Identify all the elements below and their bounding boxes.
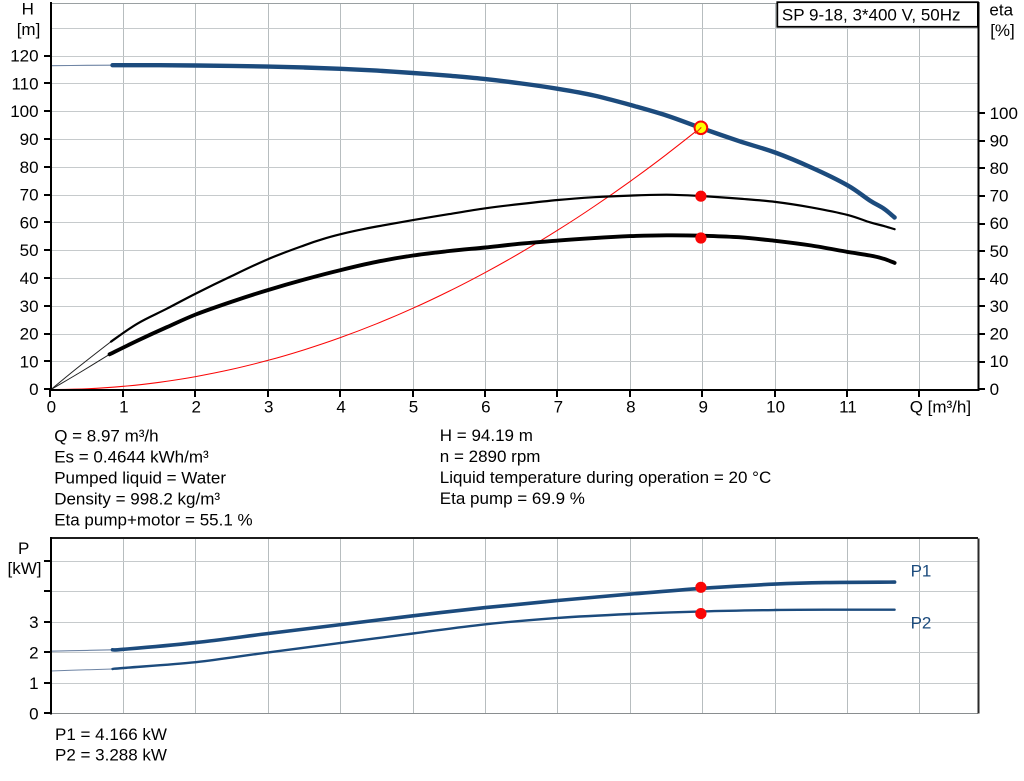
svg-text:P2: P2 xyxy=(911,613,932,632)
svg-text:P1 = 4.166 kW: P1 = 4.166 kW xyxy=(55,725,167,744)
svg-text:Density = 998.2 kg/m³: Density = 998.2 kg/m³ xyxy=(54,490,220,509)
svg-text:10: 10 xyxy=(990,352,1009,371)
svg-text:n = 2890 rpm: n = 2890 rpm xyxy=(440,447,541,466)
svg-text:Eta pump = 69.9 %: Eta pump = 69.9 % xyxy=(440,489,585,508)
svg-text:Pumped liquid = Water: Pumped liquid = Water xyxy=(54,469,226,488)
svg-text:0: 0 xyxy=(47,398,56,417)
svg-text:H: H xyxy=(22,0,34,19)
svg-text:4: 4 xyxy=(336,398,345,417)
svg-text:20: 20 xyxy=(20,325,39,344)
svg-text:Es = 0.4644 kWh/m³: Es = 0.4644 kWh/m³ xyxy=(54,447,209,466)
svg-text:110: 110 xyxy=(11,74,38,93)
svg-text:10: 10 xyxy=(20,352,39,371)
svg-text:90: 90 xyxy=(990,131,1009,150)
svg-text:eta: eta xyxy=(989,1,1013,20)
svg-text:Liquid temperature during oper: Liquid temperature during operation = 20… xyxy=(440,468,771,487)
svg-text:20: 20 xyxy=(990,325,1009,344)
svg-text:Q = 8.97 m³/h: Q = 8.97 m³/h xyxy=(54,426,158,445)
svg-text:3: 3 xyxy=(29,613,38,632)
svg-text:2: 2 xyxy=(29,643,38,662)
svg-text:[%]: [%] xyxy=(990,21,1015,40)
svg-text:60: 60 xyxy=(990,214,1009,233)
svg-text:100: 100 xyxy=(990,104,1018,123)
svg-text:80: 80 xyxy=(990,159,1009,178)
svg-text:P: P xyxy=(18,539,29,558)
svg-text:9: 9 xyxy=(698,398,707,417)
svg-text:7: 7 xyxy=(554,398,563,417)
svg-text:10: 10 xyxy=(766,398,785,417)
svg-text:120: 120 xyxy=(10,47,38,66)
svg-text:8: 8 xyxy=(626,398,635,417)
svg-text:SP 9-18, 3*400 V, 50Hz: SP 9-18, 3*400 V, 50Hz xyxy=(782,6,961,25)
svg-text:1: 1 xyxy=(29,674,38,693)
svg-text:80: 80 xyxy=(20,158,39,177)
svg-text:0: 0 xyxy=(29,380,38,399)
svg-text:[m]: [m] xyxy=(17,20,41,39)
svg-text:3: 3 xyxy=(264,398,273,417)
svg-text:2: 2 xyxy=(191,398,200,417)
svg-text:70: 70 xyxy=(20,186,39,205)
svg-text:50: 50 xyxy=(990,242,1009,261)
svg-text:40: 40 xyxy=(990,269,1009,288)
svg-text:5: 5 xyxy=(409,398,418,417)
svg-text:60: 60 xyxy=(20,213,39,232)
svg-text:H = 94.19 m: H = 94.19 m xyxy=(440,426,533,445)
svg-text:70: 70 xyxy=(990,187,1009,206)
svg-text:0: 0 xyxy=(990,380,999,399)
svg-text:6: 6 xyxy=(481,398,490,417)
svg-text:90: 90 xyxy=(20,130,39,149)
svg-text:30: 30 xyxy=(990,297,1009,316)
svg-text:1: 1 xyxy=(119,398,128,417)
svg-text:Q [m³/h]: Q [m³/h] xyxy=(910,398,971,417)
svg-text:50: 50 xyxy=(20,241,39,260)
svg-text:11: 11 xyxy=(839,398,857,417)
svg-text:P2 = 3.288 kW: P2 = 3.288 kW xyxy=(55,746,167,765)
svg-text:30: 30 xyxy=(20,297,39,316)
svg-text:40: 40 xyxy=(20,269,39,288)
svg-text:100: 100 xyxy=(10,102,38,121)
svg-text:[kW]: [kW] xyxy=(8,559,42,578)
svg-text:0: 0 xyxy=(29,704,38,723)
svg-text:P1: P1 xyxy=(911,562,932,581)
svg-text:Eta pump+motor = 55.1 %: Eta pump+motor = 55.1 % xyxy=(54,511,252,530)
